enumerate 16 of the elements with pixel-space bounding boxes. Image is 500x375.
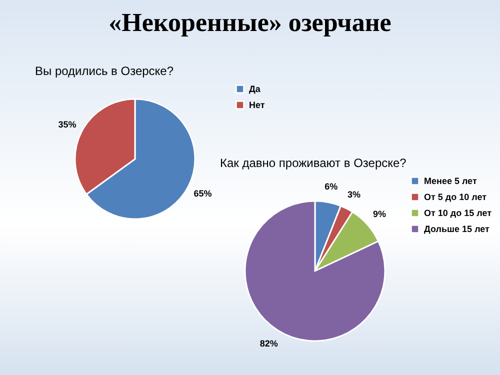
data-label: 82%	[260, 338, 278, 349]
chart-subtitle: Вы родились в Озерске?	[35, 64, 174, 78]
legend-label: Да	[249, 84, 262, 94]
chart-title: Как давно проживают в Озерске?	[220, 156, 407, 170]
data-label: 65%	[194, 188, 212, 199]
legend-label: От 10 до 15 лет	[424, 208, 492, 218]
legend-label: Дольше 15 лет	[424, 224, 490, 234]
legend-label: Нет	[249, 100, 266, 110]
data-label: 6%	[324, 182, 338, 192]
chart-title: «Некоренные» озерчане	[108, 8, 392, 38]
data-label: 35%	[58, 119, 76, 130]
pie-slice	[244, 200, 386, 342]
legend-label: От 5 до 10 лет	[424, 192, 488, 202]
data-label: 3%	[348, 189, 361, 200]
legend-label: Менее 5 лет	[424, 176, 478, 186]
data-label: 9%	[373, 209, 386, 220]
